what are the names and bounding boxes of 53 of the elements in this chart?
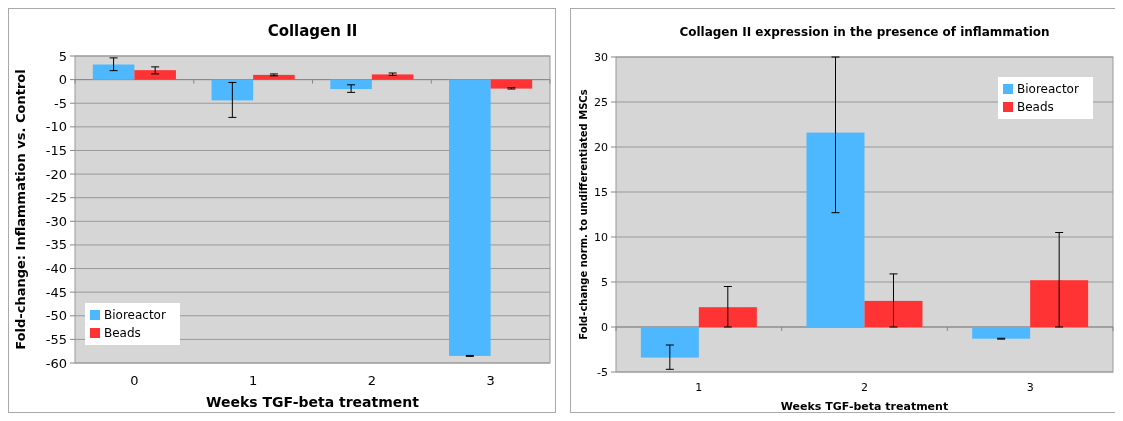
x-tick-label: 2 — [367, 373, 377, 388]
y-axis-title: Fold-change: Inflammation vs. Control — [13, 69, 28, 350]
y-tick-label: 0 — [58, 72, 67, 88]
x-axis-title: Weeks TGF-beta treatment — [206, 394, 420, 410]
x-tick-label: 1 — [248, 373, 258, 388]
bar — [972, 327, 1031, 339]
x-tick-label: 2 — [861, 381, 868, 394]
bar — [698, 307, 757, 327]
bar — [330, 79, 372, 90]
x-tick-label: 3 — [1026, 381, 1034, 394]
legend-label: Bioreactor — [1017, 82, 1079, 97]
y-axis-title: Fold-change norm. to undifferentiated MSCs — [578, 89, 589, 340]
x-tick-label: 3 — [486, 373, 495, 388]
y-tick-label: -35 — [45, 237, 67, 253]
x-axis-title: Weeks TGF-beta treatment — [780, 400, 949, 413]
y-tick-label: 20 — [594, 140, 608, 154]
legend-label: Beads — [1017, 100, 1054, 115]
bar — [134, 70, 176, 80]
y-tick-label: -30 — [45, 213, 67, 229]
y-tick-label: 5 — [601, 275, 608, 289]
bar — [371, 74, 414, 80]
chart-title: Collagen II expression in the presence of inflammation — [679, 25, 1050, 39]
y-tick-label: 30 — [594, 50, 608, 64]
y-tick-label: -45 — [45, 284, 67, 300]
x-tick-label: 0 — [130, 373, 139, 388]
y-tick-label: 10 — [594, 230, 608, 244]
bar — [253, 74, 295, 80]
y-tick-label: -40 — [45, 261, 67, 277]
y-tick-label: 25 — [594, 95, 608, 109]
bar — [211, 79, 254, 101]
y-tick-label: -25 — [45, 190, 67, 206]
bar — [92, 64, 135, 80]
bar — [640, 327, 699, 358]
chart-title: Collagen II — [267, 22, 358, 40]
y-tick-label: -15 — [45, 143, 67, 159]
y-tick-label: -55 — [45, 331, 67, 347]
y-tick-label: -20 — [45, 166, 67, 182]
bar — [490, 79, 533, 89]
y-tick-label: -50 — [45, 308, 67, 324]
y-tick-label: -60 — [45, 355, 67, 371]
legend-label: Bioreactor — [104, 308, 166, 323]
y-tick-label: -5 — [54, 95, 67, 111]
y-tick-label: 15 — [594, 185, 608, 199]
legend-label: Beads — [104, 326, 141, 341]
y-tick-label: -10 — [45, 119, 67, 135]
y-tick-label: -5 — [597, 365, 608, 379]
y-tick-label: 0 — [601, 320, 608, 334]
bar — [1030, 280, 1089, 327]
bar — [864, 300, 923, 327]
y-tick-label: 5 — [58, 48, 67, 64]
bar — [449, 79, 491, 356]
x-tick-label: 1 — [695, 381, 703, 394]
bar — [806, 132, 865, 327]
